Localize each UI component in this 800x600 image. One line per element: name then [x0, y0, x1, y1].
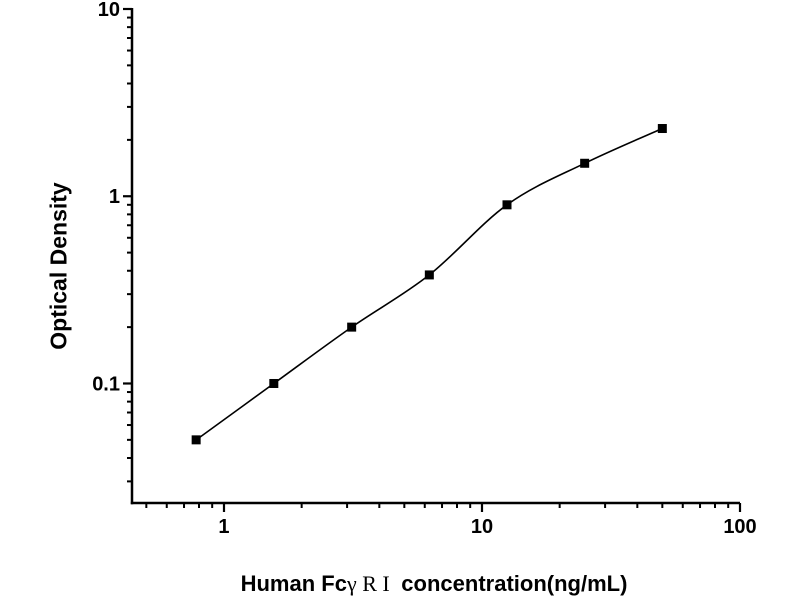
gamma-symbol: γ: [346, 571, 357, 596]
y-axis-tick-label: 10: [98, 0, 120, 21]
y-axis-title: Optical Density: [45, 182, 72, 350]
x-axis-title-segment: concentration(ng/mL): [395, 571, 628, 596]
data-point-marker: [191, 435, 201, 445]
data-point-marker: [424, 270, 434, 280]
data-point-marker: [657, 124, 667, 134]
x-axis-tick-label: 10: [471, 516, 493, 538]
y-axis-tick-label: 1: [109, 186, 120, 208]
data-point-marker: [269, 378, 279, 388]
x-axis-title-segment: R I: [356, 571, 396, 596]
data-point-marker: [347, 322, 357, 332]
x-axis-tick-label: 1: [218, 516, 229, 538]
x-axis-title: Human Fcγ R I concentration(ng/mL): [241, 571, 628, 597]
data-point-marker: [502, 200, 512, 210]
x-axis-title-segment: Human Fc: [240, 571, 347, 596]
data-point-marker: [580, 158, 590, 168]
y-axis-tick-label: 0.1: [92, 373, 120, 395]
fit-curve: [195, 127, 663, 441]
x-axis-tick-label: 100: [723, 516, 756, 538]
